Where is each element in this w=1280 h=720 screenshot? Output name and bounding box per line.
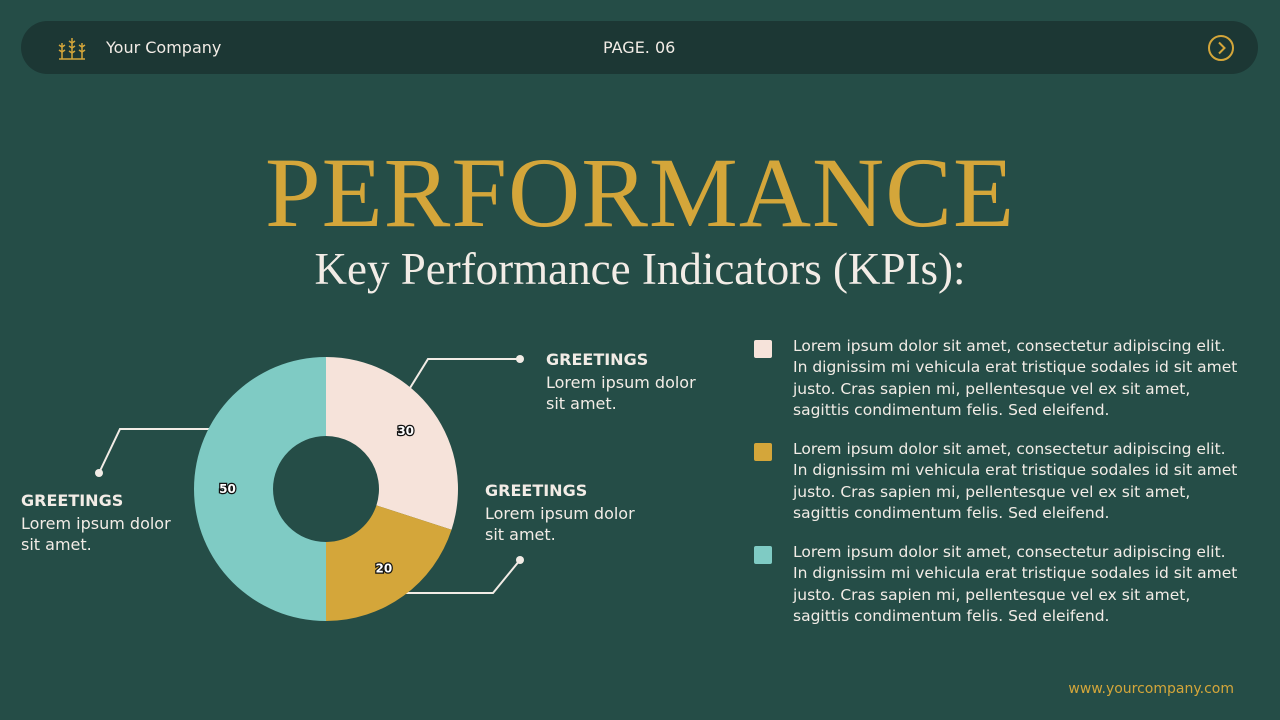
- legend-swatch: [754, 340, 772, 358]
- leader-line-top: [409, 358, 520, 389]
- data-label: 50: [219, 482, 236, 496]
- callout-heading: GREETINGS: [546, 350, 649, 369]
- website-link[interactable]: www.yourcompany.com: [1068, 681, 1234, 697]
- wheat-logo-icon: [58, 38, 86, 60]
- top-bar: Your Company PAGE. 06: [21, 21, 1258, 74]
- donut-chart: 30 20 50: [95, 355, 524, 621]
- company-name: Your Company: [106, 38, 222, 57]
- leader-dot: [516, 556, 524, 564]
- callout-text: Lorem ipsum dolor sit amet.: [546, 373, 696, 413]
- callout-text: Lorem ipsum dolor sit amet.: [21, 514, 171, 554]
- page-subtitle: Key Performance Indicators (KPIs):: [314, 244, 966, 294]
- callout-top-right: GREETINGS Lorem ipsum dolor sit amet.: [546, 349, 706, 414]
- leader-line-bottom: [405, 559, 521, 594]
- legend-text: Lorem ipsum dolor sit amet, consectetur …: [793, 440, 1238, 522]
- donut-slice-3: [194, 357, 326, 621]
- donut-slice-2: [326, 505, 452, 621]
- callout-left: GREETINGS Lorem ipsum dolor sit amet.: [21, 490, 181, 555]
- callout-bottom-right: GREETINGS Lorem ipsum dolor sit amet.: [485, 480, 645, 545]
- page-number: PAGE. 06: [603, 38, 676, 57]
- callout-heading: GREETINGS: [21, 491, 124, 510]
- leader-line-left: [98, 428, 210, 474]
- legend-swatch: [754, 443, 772, 461]
- legend-swatch: [754, 546, 772, 564]
- data-label: 30: [397, 424, 414, 438]
- data-label: 20: [376, 562, 393, 576]
- legend-text: Lorem ipsum dolor sit amet, consectetur …: [793, 543, 1238, 625]
- callout-heading: GREETINGS: [485, 481, 588, 500]
- next-arrow-icon[interactable]: [1207, 34, 1235, 62]
- leader-dot: [95, 469, 103, 477]
- callout-text: Lorem ipsum dolor sit amet.: [485, 504, 635, 544]
- leader-dot: [516, 355, 524, 363]
- legend-text: Lorem ipsum dolor sit amet, consectetur …: [793, 337, 1238, 419]
- leader-lines: [98, 358, 521, 594]
- donut-slice-1: [326, 357, 458, 530]
- page-title: PERFORMANCE: [264, 137, 1016, 248]
